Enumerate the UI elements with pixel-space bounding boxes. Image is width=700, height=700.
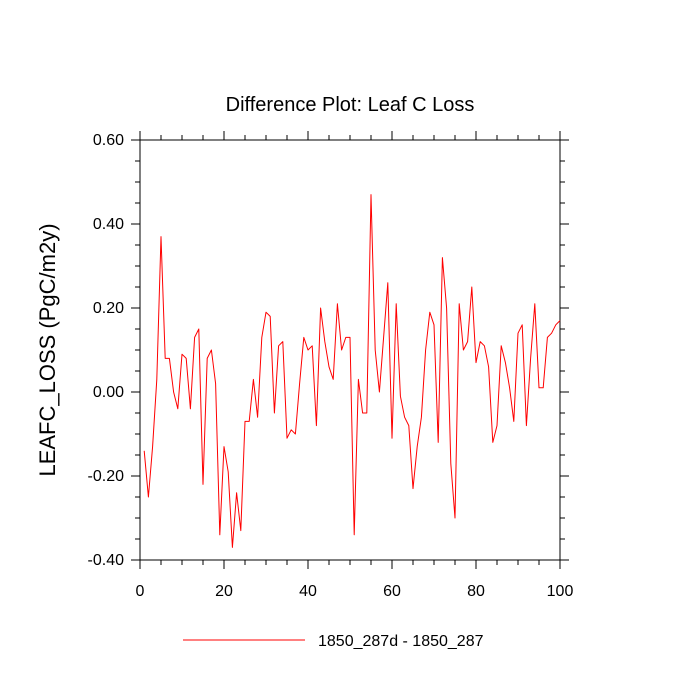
y-tick-label: 0.20: [93, 300, 124, 317]
y-tick-label: -0.40: [88, 552, 125, 569]
x-tick-label: 80: [467, 583, 485, 600]
legend-label: 1850_287d - 1850_287: [318, 633, 484, 650]
x-tick-label: 60: [383, 583, 401, 600]
axis-ticks: [131, 131, 569, 569]
x-tick-label: 0: [136, 583, 145, 600]
series-group: [143, 194, 561, 548]
legend: 1850_287d - 1850_287: [183, 633, 484, 650]
x-tick-label: 40: [299, 583, 317, 600]
y-tick-label: -0.20: [88, 468, 125, 485]
x-tick-label: 100: [547, 583, 574, 600]
chart-title: Difference Plot: Leaf C Loss: [226, 94, 475, 116]
y-tick-label: 0.60: [93, 132, 124, 149]
axis-tick-labels: -0.40 -0.20 0.00 0.20 0.40 0.60 0 20 40 60 80 100: [88, 132, 574, 600]
y-tick-label: 0.40: [93, 216, 124, 233]
y-tick-label: 0.00: [93, 384, 124, 401]
series-line-0: [143, 194, 561, 548]
x-tick-label: 20: [215, 583, 233, 600]
y-axis-label: LEAFC_LOSS (PgC/m2y): [35, 223, 60, 476]
